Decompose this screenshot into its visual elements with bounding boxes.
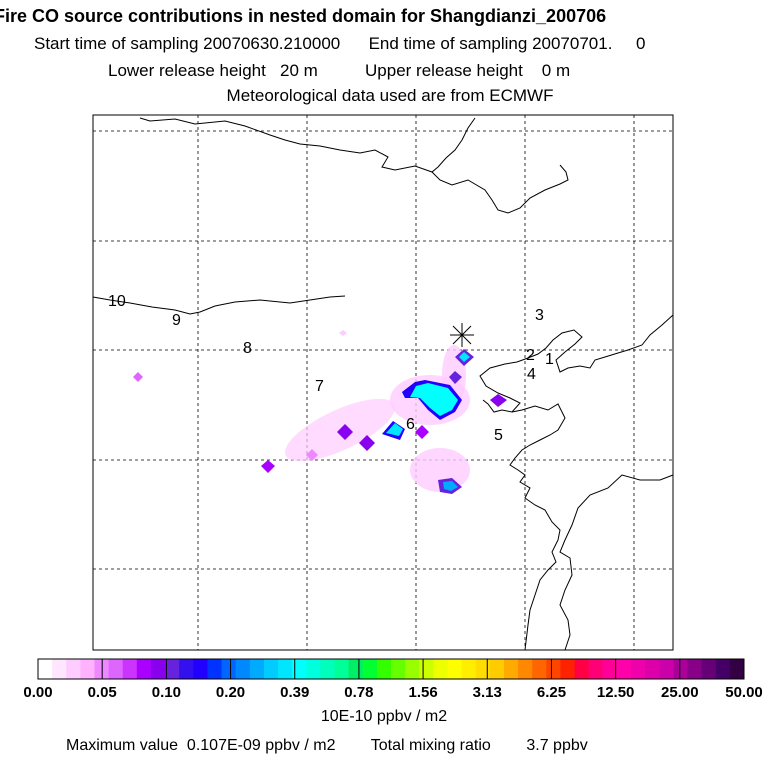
upper-value: 0 m [541,61,571,80]
end-value: 20070701. 0 [532,34,646,53]
total-label: Total mixing ratio [370,737,491,754]
colorbar-cell [66,659,81,679]
colorbar-cell [221,659,237,679]
colorbar-tick-label: 3.13 [472,684,502,701]
colorbar-cell [376,659,392,679]
colorbar-cell [52,659,67,679]
colorbar-cell [645,659,660,679]
max-value: 0.107E-09 ppbv / m2 [186,737,336,754]
colorbar-cell [532,659,547,679]
colorbar-cell [207,659,223,679]
time-label-4: 4 [527,366,536,383]
upper-label: Upper release height [365,61,523,80]
colorbar-cell [80,659,95,679]
colorbar-cell [616,659,632,679]
sampling-times: Start time of sampling 20070630.210000 E… [34,34,768,54]
colorbar-cell [461,659,477,679]
total-value: 3.7 ppbv [526,737,588,754]
time-label-9: 9 [172,312,181,329]
max-label: Maximum value [66,737,179,754]
colorbar-cell [729,659,745,679]
colorbar-cell [263,659,279,679]
colorbar-cell [391,659,406,679]
time-label-2: 2 [526,347,535,364]
colorbar-cell [405,659,420,679]
colorbar-cell [631,659,646,679]
lower-label: Lower release height [108,61,266,80]
colorbar-cell [136,659,152,679]
colorbar-tick-label: 0.00 [23,684,53,701]
colorbar-tick-label: 0.10 [151,684,181,701]
colorbar-cell [179,659,194,679]
start-value: 20070630.210000 [203,34,341,53]
time-label-8: 8 [243,340,252,357]
colorbar-tick-label: 12.50 [596,684,635,701]
colorbar-cell [447,659,463,679]
release-heights: Lower release height 20 m Upper release … [108,61,768,81]
colorbar-cell [659,659,674,679]
lower-value: 20 m [280,61,318,80]
end-label: End time of sampling [368,34,528,53]
colorbar-cells [38,659,745,679]
colorbar-cell [292,659,307,679]
footer-stats: Maximum value 0.107E-09 ppbv / m2 Total … [66,737,588,755]
colorbar-cell [108,659,124,679]
colorbar-cell [348,659,364,679]
colorbar-cell [574,659,590,679]
time-label-6: 6 [406,416,415,433]
colorbar-tick-label: 0.20 [215,684,246,701]
met-data-line: Meteorological data used are from ECMWF [226,86,554,105]
colorbar-tick-label: 0.05 [87,684,117,701]
colorbar-tick-label: 25.00 [661,684,699,701]
colorbar-cell [518,659,533,679]
colorbar-cell [489,659,505,679]
colorbar-cell [334,659,350,679]
plume-patches [133,330,507,494]
colorbar-cell [193,659,208,679]
coastline [92,117,674,651]
start-label: Start time of sampling [34,34,199,53]
colorbar-cell [278,659,293,679]
asterisk-icon [450,323,474,347]
colorbar-cell [433,659,448,679]
colorbar-cell [38,659,53,679]
colorbar-cell [687,659,703,679]
page-title: Fire CO source contributions in nested d… [0,6,607,26]
time-label-7: 7 [315,378,324,395]
colorbar-cell [150,659,166,679]
colorbar-cell [306,659,321,679]
time-label-1: 1 [545,351,554,368]
colorbar-tick-label: 1.56 [408,684,438,701]
colorbar-cell [602,659,618,679]
colorbar-cell [122,659,138,679]
colorbar-cell [503,659,519,679]
colorbar-cell [701,659,717,679]
colorbar-cell [362,659,378,679]
colorbar-tick-label: 0.39 [280,684,310,701]
map-frame [92,114,674,651]
colorbar-tick-label: 6.25 [536,684,567,701]
colorbar-cell [320,659,336,679]
colorbar-cell [249,659,265,679]
colorbar-cell [546,659,561,679]
time-label-10: 10 [108,293,126,310]
colorbar-tick-label: 50.00 [725,684,763,701]
colorbar-cell [165,659,180,679]
colorbar-cell [715,659,731,679]
colorbar-cell [560,659,576,679]
colorbar-cell [419,659,434,679]
colorbar-units: 10E-10 ppbv / m2 [320,708,448,725]
colorbar-cell [588,659,604,679]
colorbar-cell [673,659,689,679]
colorbar-ticks [37,659,745,679]
time-label-3: 3 [535,307,544,324]
time-label-5: 5 [494,427,503,444]
colorbar-cell [475,659,491,679]
colorbar-cell [235,659,251,679]
grid-lines [93,115,673,650]
colorbar-tick-label: 0.78 [344,684,374,701]
